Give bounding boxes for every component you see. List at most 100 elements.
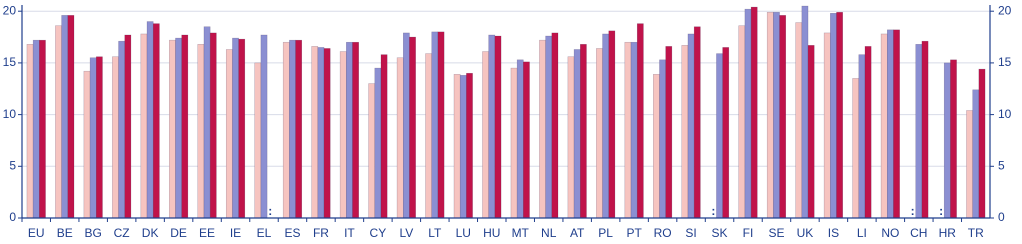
bar	[181, 34, 189, 219]
bar	[254, 62, 262, 219]
x-tick-label: MT	[512, 226, 530, 240]
bar	[225, 49, 233, 219]
bar	[146, 21, 154, 219]
bar	[545, 35, 553, 219]
x-tick-label: FR	[313, 226, 329, 240]
bar	[175, 37, 182, 219]
bar	[140, 33, 148, 219]
missing-label: :	[939, 204, 943, 218]
bar	[636, 23, 644, 219]
bar	[437, 31, 445, 219]
bar	[89, 57, 97, 219]
missing-label: :	[911, 204, 915, 218]
bar	[339, 51, 347, 219]
bar	[551, 32, 559, 219]
bar	[238, 38, 246, 219]
bar	[716, 53, 723, 219]
bar	[539, 39, 546, 219]
bar	[915, 44, 923, 219]
x-tick-label: SI	[685, 226, 696, 240]
bar	[466, 72, 473, 219]
bar	[289, 39, 296, 219]
x-tick-label: DE	[170, 226, 187, 240]
missing-label: :	[268, 204, 272, 218]
bar	[39, 39, 46, 219]
x-tick-label: CH	[910, 226, 927, 240]
bar	[943, 62, 951, 219]
x-tick-label: TR	[968, 226, 984, 240]
bar	[880, 33, 888, 219]
x-tick-label: LI	[857, 226, 867, 240]
bar	[368, 83, 376, 219]
bar	[580, 44, 587, 219]
bar	[96, 56, 103, 219]
bar	[396, 57, 404, 219]
bar	[352, 41, 359, 219]
bar	[950, 59, 957, 219]
bar	[409, 36, 416, 219]
x-tick-label: BG	[85, 226, 102, 240]
bar	[346, 41, 353, 219]
x-tick-label: HU	[483, 226, 500, 240]
y-tick-label: 0	[9, 210, 16, 224]
x-tick-label: PT	[626, 226, 642, 240]
bar	[893, 29, 900, 219]
bar	[118, 40, 125, 219]
bar	[801, 5, 809, 219]
x-tick-label: AT	[570, 226, 585, 240]
bar	[921, 40, 929, 219]
bar	[807, 45, 815, 219]
bar	[750, 6, 758, 219]
bar	[403, 32, 410, 219]
x-tick-label: SE	[768, 226, 784, 240]
bar	[282, 41, 290, 219]
bar	[823, 32, 831, 219]
y2-tick-label: 0	[998, 210, 1005, 224]
x-tick-label: NO	[881, 226, 899, 240]
bar	[573, 49, 581, 219]
bar	[32, 39, 40, 219]
bar	[608, 30, 616, 219]
bar	[232, 37, 239, 219]
y2-tick-label: 15	[998, 55, 1012, 69]
bar	[795, 22, 803, 219]
bar	[323, 48, 331, 219]
x-tick-label: CY	[370, 226, 387, 240]
x-tick-label: IS	[828, 226, 839, 240]
bar	[488, 34, 496, 219]
bar	[431, 31, 439, 219]
bar	[665, 46, 673, 219]
bar	[596, 48, 603, 219]
y2-tick-label: 5	[998, 158, 1005, 172]
bar	[653, 74, 660, 219]
bar	[602, 33, 609, 219]
bar	[887, 29, 894, 219]
y-tick-label: 10	[3, 107, 17, 121]
bar	[112, 56, 119, 219]
x-tick-label: EU	[28, 226, 45, 240]
bar	[687, 33, 695, 219]
x-tick-label: SK	[712, 226, 728, 240]
bar	[311, 46, 319, 219]
bar	[972, 89, 980, 219]
x-tick-label: IE	[230, 226, 241, 240]
x-tick-label: PL	[598, 226, 613, 240]
bar	[425, 53, 432, 219]
x-tick-label: EL	[257, 226, 272, 240]
bar	[630, 41, 638, 219]
bar	[659, 59, 666, 219]
bar	[852, 78, 860, 219]
bar	[693, 26, 701, 219]
bar	[152, 23, 160, 219]
bar	[55, 25, 62, 219]
x-tick-label: FI	[743, 226, 754, 240]
bar	[61, 15, 69, 219]
bar	[567, 56, 575, 219]
x-tick-label: UK	[797, 226, 814, 240]
x-tick-label: EE	[199, 226, 215, 240]
bar	[624, 41, 632, 219]
y-tick-label: 5	[9, 158, 16, 172]
bar	[169, 39, 176, 219]
missing-label: :	[711, 204, 715, 218]
